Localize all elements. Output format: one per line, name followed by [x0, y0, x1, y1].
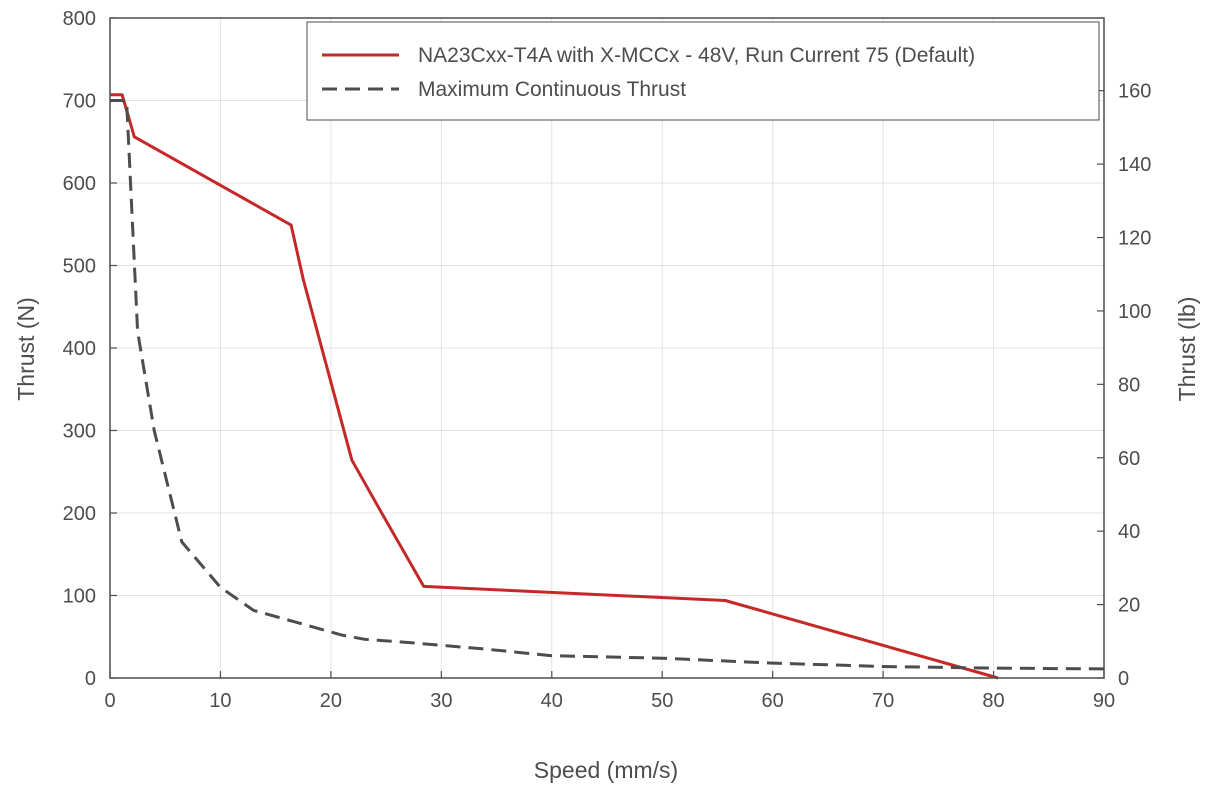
legend: NA23Cxx-T4A with X-MCCx - 48V, Run Curre…	[306, 21, 1100, 121]
series-line-continuous	[110, 99, 1105, 671]
legend-box	[306, 21, 1100, 121]
y-axis-label: Thrust (N)	[13, 297, 39, 401]
x-axis-ticks: 0 10 20 30 40 50 60 70 80 90	[104, 671, 1115, 712]
x-tick-label: 20	[320, 690, 342, 712]
y2-axis-ticks: 0 20 40 60 80 100 120 140 160	[1097, 81, 1151, 690]
y-tick-label: 800	[63, 8, 96, 30]
legend-label-continuous: Maximum Continuous Thrust	[418, 78, 686, 101]
y2-tick-label: 20	[1118, 595, 1140, 617]
y-tick-label: 600	[63, 173, 96, 195]
y-tick-label: 700	[63, 91, 96, 113]
y-tick-label: 300	[63, 421, 96, 443]
x-tick-label: 10	[209, 690, 231, 712]
y2-tick-label: 160	[1118, 81, 1151, 103]
y2-axis-label: Thrust (lb)	[1174, 297, 1200, 402]
x-tick-label: 80	[982, 690, 1004, 712]
y-tick-label: 0	[85, 668, 96, 690]
y2-tick-label: 0	[1118, 668, 1129, 690]
y-tick-label: 400	[63, 338, 96, 360]
x-tick-label: 40	[541, 690, 563, 712]
x-tick-label: 50	[651, 690, 673, 712]
y-tick-label: 200	[63, 503, 96, 525]
y2-tick-label: 80	[1118, 374, 1140, 396]
x-axis-label: Speed (mm/s)	[534, 757, 678, 783]
y2-tick-label: 60	[1118, 448, 1140, 470]
x-tick-label: 90	[1093, 690, 1115, 712]
x-tick-label: 70	[872, 690, 894, 712]
y2-tick-label: 120	[1118, 228, 1151, 250]
series-lines	[110, 93, 1105, 680]
y-axis-ticks: 0 100 200 300 400 500 600 700 800	[63, 8, 117, 690]
y-tick-label: 100	[63, 586, 96, 608]
y2-tick-label: 140	[1118, 154, 1151, 176]
y-tick-label: 500	[63, 256, 96, 278]
series-line-capacity	[110, 93, 999, 680]
y2-tick-label: 100	[1118, 301, 1151, 323]
x-tick-label: 60	[762, 690, 784, 712]
y2-tick-label: 40	[1118, 521, 1140, 543]
x-tick-label: 0	[104, 690, 115, 712]
x-tick-label: 30	[430, 690, 452, 712]
legend-label-capacity: NA23Cxx-T4A with X-MCCx - 48V, Run Curre…	[418, 44, 975, 67]
